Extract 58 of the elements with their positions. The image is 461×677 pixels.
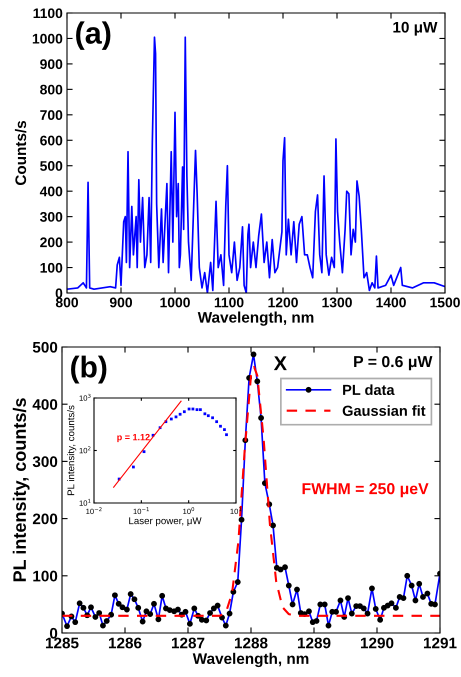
- annotation: (b): [71, 356, 106, 384]
- y-tick-label: 200: [40, 237, 62, 248]
- x-tick-label: 1400: [376, 298, 406, 308]
- point: [178, 412, 182, 416]
- x-tick-label: 1290: [360, 638, 394, 648]
- y-tick-label: 0: [56, 288, 62, 298]
- legend-label: PL data: [343, 384, 395, 396]
- y-axis-title: PL intensity, counts/s: [12, 398, 30, 582]
- point: [203, 412, 206, 416]
- legend-label: Gaussian fit: [342, 405, 426, 416]
- point: [174, 415, 178, 418]
- x-axis-title: Laser power, μW: [129, 517, 202, 526]
- y-tick-label: 400: [32, 399, 58, 410]
- x-tick-label: 1100: [214, 298, 244, 308]
- x-tick-label: 1200: [268, 298, 298, 308]
- y-tick-label: 200: [32, 513, 58, 524]
- x-tick-label: 1500: [430, 298, 460, 308]
- annotation: P = 0.6 μW: [354, 356, 432, 370]
- x-tick-label: 1000: [160, 298, 190, 308]
- y-tick-label: 900: [40, 59, 62, 70]
- point: [211, 416, 214, 420]
- x-tick-label: 1291: [424, 638, 457, 648]
- y-tick-label: 100: [33, 570, 58, 582]
- point: [192, 408, 194, 410]
- x-tick-label: 1288: [234, 638, 268, 648]
- point: [219, 424, 222, 428]
- point: [170, 418, 173, 420]
- point: [196, 408, 198, 412]
- y-tick-label: 0: [50, 628, 58, 639]
- x-axis-title: Wavelength, nm: [192, 652, 308, 668]
- y-tick-label: 300: [32, 456, 58, 468]
- x-axis-title: Wavelength, nm: [198, 312, 314, 326]
- annotation: (a): [76, 21, 110, 50]
- annotation: FWHM = 250 μeV: [302, 483, 429, 498]
- x-tick-label: 1287: [172, 638, 204, 648]
- y-tick-label: 600: [40, 136, 62, 146]
- y-axis-title: PL intensity, counts/s: [67, 405, 76, 496]
- point: [223, 428, 226, 431]
- annotation: X: [274, 356, 287, 370]
- x-tick-label: 1286: [108, 638, 142, 648]
- annotation: 10 μW: [393, 22, 438, 36]
- x-tick-label: 1300: [322, 298, 352, 308]
- y-tick-label: 800: [40, 84, 62, 95]
- y-axis-title: Counts/s: [14, 120, 26, 186]
- point: [188, 408, 190, 410]
- x-tick-label: 1285: [46, 638, 79, 648]
- x-tick-label: 1289: [298, 638, 330, 648]
- y-tick-label: 400: [40, 186, 62, 196]
- annotation: p = 1.12: [117, 434, 150, 442]
- y-tick-label: 100: [40, 262, 62, 273]
- y-tick-label: 700: [40, 110, 62, 120]
- y-tick-label: 300: [40, 212, 62, 222]
- point: [199, 408, 202, 412]
- y-tick-label: 500: [32, 342, 58, 353]
- y-tick-label: 1100: [34, 8, 62, 18]
- x-tick-label: 900: [110, 298, 132, 308]
- y-tick-label: 1000: [32, 34, 62, 44]
- y-tick-label: 500: [40, 161, 62, 171]
